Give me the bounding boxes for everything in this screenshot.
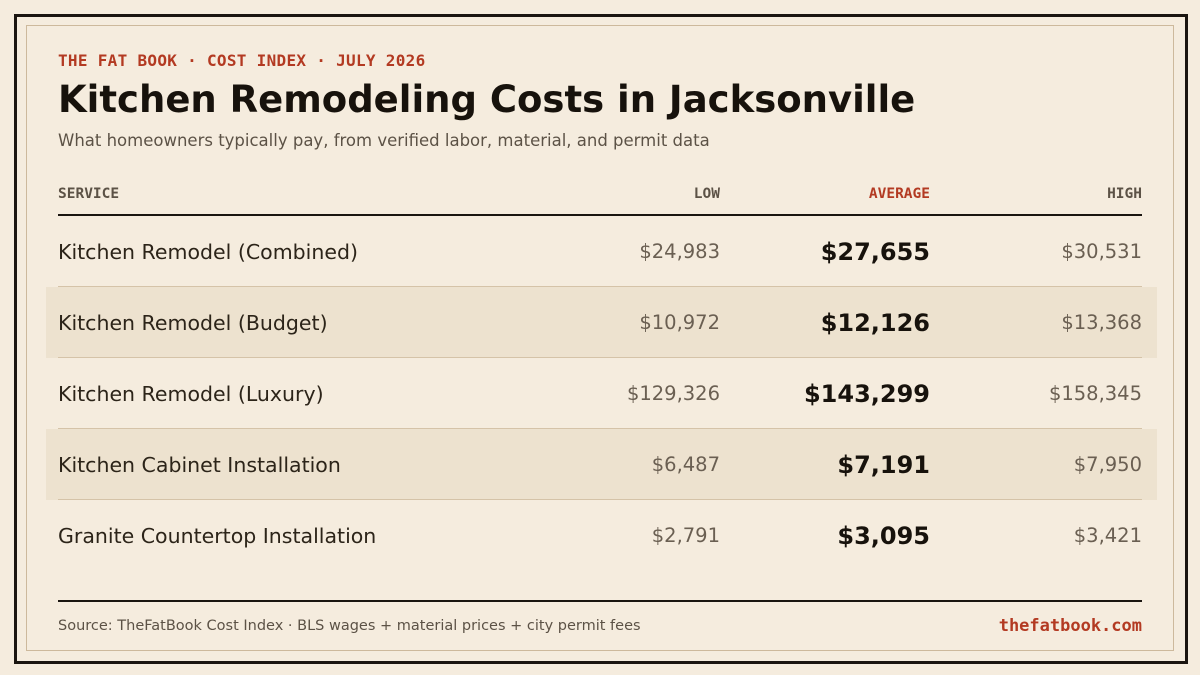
page-subtitle: What homeowners typically pay, from veri… xyxy=(58,131,710,150)
service-name: Kitchen Remodel (Budget) xyxy=(58,311,328,335)
high-cost: $13,368 xyxy=(1061,311,1142,334)
average-cost: $27,655 xyxy=(820,238,930,266)
cost-table: Kitchen Remodel (Combined) $24,983 $27,6… xyxy=(0,216,1200,571)
low-cost: $129,326 xyxy=(626,382,720,405)
table-row: Kitchen Remodel (Budget) $10,972 $12,126… xyxy=(0,287,1200,358)
high-cost: $3,421 xyxy=(1073,524,1142,547)
outer-frame xyxy=(14,14,1188,664)
service-name: Kitchen Remodel (Combined) xyxy=(58,240,358,264)
kicker: THE FAT BOOK · COST INDEX · JULY 2026 xyxy=(58,51,426,70)
row-divider xyxy=(58,499,1142,500)
average-cost: $143,299 xyxy=(803,380,930,408)
low-cost: $2,791 xyxy=(651,524,720,547)
site-link[interactable]: thefatbook.com xyxy=(998,616,1142,636)
header-rule xyxy=(58,214,1142,216)
low-cost: $6,487 xyxy=(651,453,720,476)
column-header-service: SERVICE xyxy=(58,186,120,202)
page-title: Kitchen Remodeling Costs in Jacksonville xyxy=(58,78,916,121)
table-row: Kitchen Remodel (Combined) $24,983 $27,6… xyxy=(0,216,1200,287)
table-row: Kitchen Cabinet Installation $6,487 $7,1… xyxy=(0,429,1200,500)
source-note: Source: TheFatBook Cost Index · BLS wage… xyxy=(58,618,641,634)
row-shade xyxy=(46,287,1157,358)
service-name: Granite Countertop Installation xyxy=(58,524,377,548)
row-shade xyxy=(46,429,1157,500)
service-name: Kitchen Cabinet Installation xyxy=(58,453,341,477)
inner-frame xyxy=(26,25,1174,651)
average-cost: $12,126 xyxy=(820,309,930,337)
high-cost: $30,531 xyxy=(1061,240,1142,263)
high-cost: $7,950 xyxy=(1073,453,1142,476)
table-row: Kitchen Remodel (Luxury) $129,326 $143,2… xyxy=(0,358,1200,429)
column-header-average: AVERAGE xyxy=(868,186,930,202)
column-header-low: LOW xyxy=(693,186,720,202)
table-header: SERVICE LOW AVERAGE HIGH xyxy=(58,186,1142,206)
high-cost: $158,345 xyxy=(1048,382,1142,405)
low-cost: $10,972 xyxy=(639,311,720,334)
service-name: Kitchen Remodel (Luxury) xyxy=(58,382,324,406)
row-divider xyxy=(58,357,1142,358)
low-cost: $24,983 xyxy=(639,240,720,263)
table-row: Granite Countertop Installation $2,791 $… xyxy=(0,500,1200,571)
column-header-high: HIGH xyxy=(1107,186,1142,202)
average-cost: $3,095 xyxy=(837,522,930,550)
average-cost: $7,191 xyxy=(837,451,930,479)
row-divider xyxy=(58,286,1142,287)
footer-rule xyxy=(58,600,1142,602)
row-divider xyxy=(58,428,1142,429)
